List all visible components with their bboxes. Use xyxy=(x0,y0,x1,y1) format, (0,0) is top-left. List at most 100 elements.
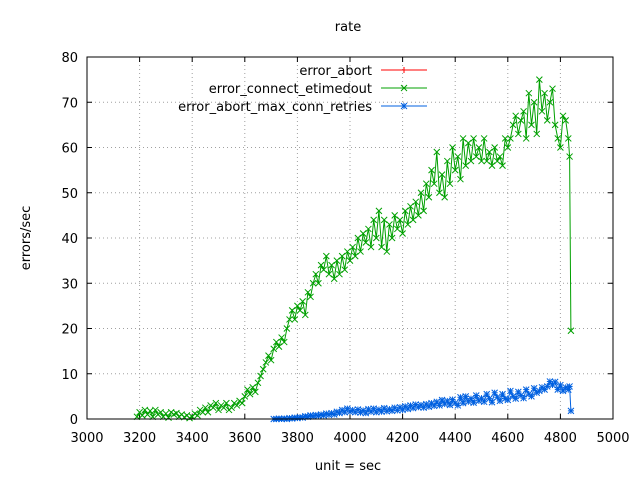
data-point xyxy=(420,207,427,215)
data-point xyxy=(341,408,349,416)
data-point xyxy=(464,139,472,147)
data-point xyxy=(354,234,362,242)
x-tick-label: 3200 xyxy=(123,431,156,446)
data-point xyxy=(459,399,467,407)
data-point xyxy=(480,135,488,142)
data-point xyxy=(146,407,154,415)
x-tick-label: 3400 xyxy=(176,431,209,446)
data-point xyxy=(359,230,367,237)
data-point xyxy=(433,398,441,406)
data-point xyxy=(201,404,209,412)
data-point xyxy=(322,252,330,260)
data-point xyxy=(409,216,417,224)
data-point xyxy=(270,345,278,353)
data-point xyxy=(404,405,412,413)
data-point xyxy=(375,207,383,215)
data-point xyxy=(244,386,251,393)
data-point xyxy=(543,116,551,124)
data-point xyxy=(557,381,564,389)
data-point xyxy=(530,98,538,106)
data-point xyxy=(528,121,535,129)
x-tick-label: 4200 xyxy=(386,431,419,446)
data-point xyxy=(446,401,454,409)
data-point xyxy=(499,390,506,398)
data-point xyxy=(566,153,573,160)
data-point xyxy=(336,270,343,278)
data-point xyxy=(551,378,559,386)
data-point xyxy=(407,202,414,210)
data-point xyxy=(286,316,293,323)
data-point xyxy=(378,243,385,251)
data-point xyxy=(346,257,354,264)
data-point xyxy=(296,307,304,314)
data-point xyxy=(404,221,412,228)
data-point xyxy=(567,407,575,415)
y-tick-label: 80 xyxy=(61,51,78,66)
data-point xyxy=(259,365,267,373)
data-point xyxy=(238,399,246,407)
data-point xyxy=(351,252,359,260)
data-point xyxy=(396,216,404,224)
data-point xyxy=(543,383,551,390)
data-point xyxy=(365,225,372,233)
data-point xyxy=(564,135,572,142)
data-point xyxy=(488,162,496,169)
data-point xyxy=(430,180,438,188)
legend-marker xyxy=(401,67,407,73)
series-layer xyxy=(133,76,575,423)
data-point xyxy=(451,166,459,174)
data-point xyxy=(228,404,236,412)
data-point xyxy=(536,76,543,83)
data-point xyxy=(383,248,391,255)
legend-item-error-abort: error_abort xyxy=(299,64,427,79)
y-tick-label: 30 xyxy=(61,277,78,292)
chart-title: rate xyxy=(335,20,361,35)
data-point xyxy=(509,121,517,129)
y-tick-label: 10 xyxy=(61,368,78,383)
data-point xyxy=(370,405,378,412)
data-point xyxy=(486,148,493,156)
data-point xyxy=(425,193,433,201)
data-point xyxy=(557,144,564,151)
y-tick-label: 0 xyxy=(70,413,78,428)
y-tick-label: 20 xyxy=(61,323,78,338)
data-point xyxy=(330,275,338,283)
x-axis-ticks: 3000 3200 3400 3600 3800 4000 4200 4400 4600 4800… xyxy=(70,57,630,446)
data-point xyxy=(559,387,567,395)
data-point xyxy=(370,216,378,224)
data-point xyxy=(507,387,514,395)
data-point xyxy=(288,307,296,314)
data-point xyxy=(541,89,548,97)
data-point xyxy=(478,157,485,165)
series-error-abort-max-conn-retries xyxy=(270,378,575,423)
data-point xyxy=(291,316,299,323)
data-point xyxy=(401,207,409,215)
data-point xyxy=(441,193,449,201)
data-point xyxy=(391,212,399,219)
data-point xyxy=(209,404,217,412)
data-point xyxy=(249,383,257,391)
x-tick-label: 4400 xyxy=(439,431,472,446)
data-point xyxy=(380,216,388,224)
data-point xyxy=(280,338,288,346)
data-point xyxy=(549,85,556,93)
data-point xyxy=(393,225,401,233)
data-point xyxy=(173,409,180,417)
data-point xyxy=(378,408,385,416)
data-point xyxy=(467,157,475,165)
data-point xyxy=(499,162,506,169)
data-point xyxy=(533,130,541,138)
data-point xyxy=(554,386,562,393)
data-point xyxy=(454,402,462,409)
data-point xyxy=(417,189,425,197)
legend: error_abort error_connect_etimedout error_… xyxy=(178,64,427,115)
data-point xyxy=(283,325,291,332)
legend-label: error_abort xyxy=(299,64,372,79)
data-point xyxy=(399,230,406,237)
data-point xyxy=(254,379,262,387)
legend-marker xyxy=(400,102,408,110)
data-point xyxy=(273,338,280,346)
data-point xyxy=(157,408,164,416)
data-point xyxy=(459,135,467,142)
